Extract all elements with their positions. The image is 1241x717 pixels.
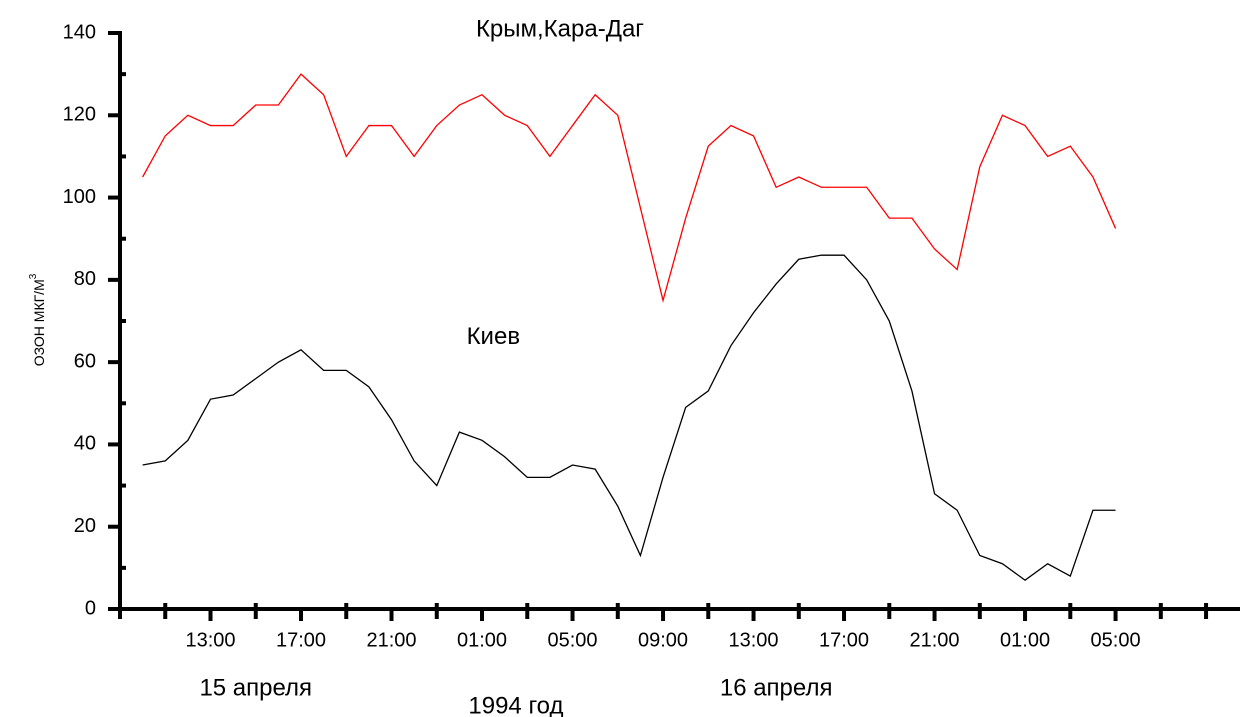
x-tick-label: 01:00 (1000, 629, 1050, 651)
y-axis-label-sup: 3 (28, 273, 39, 279)
x-tick-label: 13:00 (185, 629, 235, 651)
y-tick-label: 20 (74, 515, 96, 537)
series-line (142, 254, 1116, 582)
y-axis-label: ОЗОН МКГ/М3 (28, 273, 47, 366)
y-tick-label: 80 (74, 268, 96, 290)
annotation: 15 апреля (199, 674, 312, 701)
y-tick-label: 60 (74, 350, 96, 372)
annotation: 1994 год (468, 692, 563, 717)
x-tick-label: 13:00 (729, 629, 779, 651)
x-tick-label: 09:00 (638, 629, 688, 651)
series-line (142, 73, 1117, 304)
x-tick-label: 05:00 (547, 629, 597, 651)
y-tick-label: 140 (63, 21, 96, 43)
x-tick-label: 01:00 (457, 629, 507, 651)
y-tick-label: 0 (85, 597, 96, 619)
x-tick-label: 17:00 (819, 629, 869, 651)
y-axis-label-text: ОЗОН МКГ/М (31, 279, 47, 366)
x-tick-label: 17:00 (276, 629, 326, 651)
y-tick-label: 100 (63, 186, 96, 208)
annotation: 16 апреля (720, 674, 833, 701)
x-tick-label: 21:00 (366, 629, 416, 651)
y-tick-label: 120 (63, 104, 96, 126)
y-tick-label: 40 (74, 433, 96, 455)
annotation: Киев (467, 323, 520, 350)
x-tick-label: 05:00 (1091, 629, 1141, 651)
chart-title: Крым,Кара-Даг (476, 15, 644, 42)
x-tick-label: 21:00 (910, 629, 960, 651)
